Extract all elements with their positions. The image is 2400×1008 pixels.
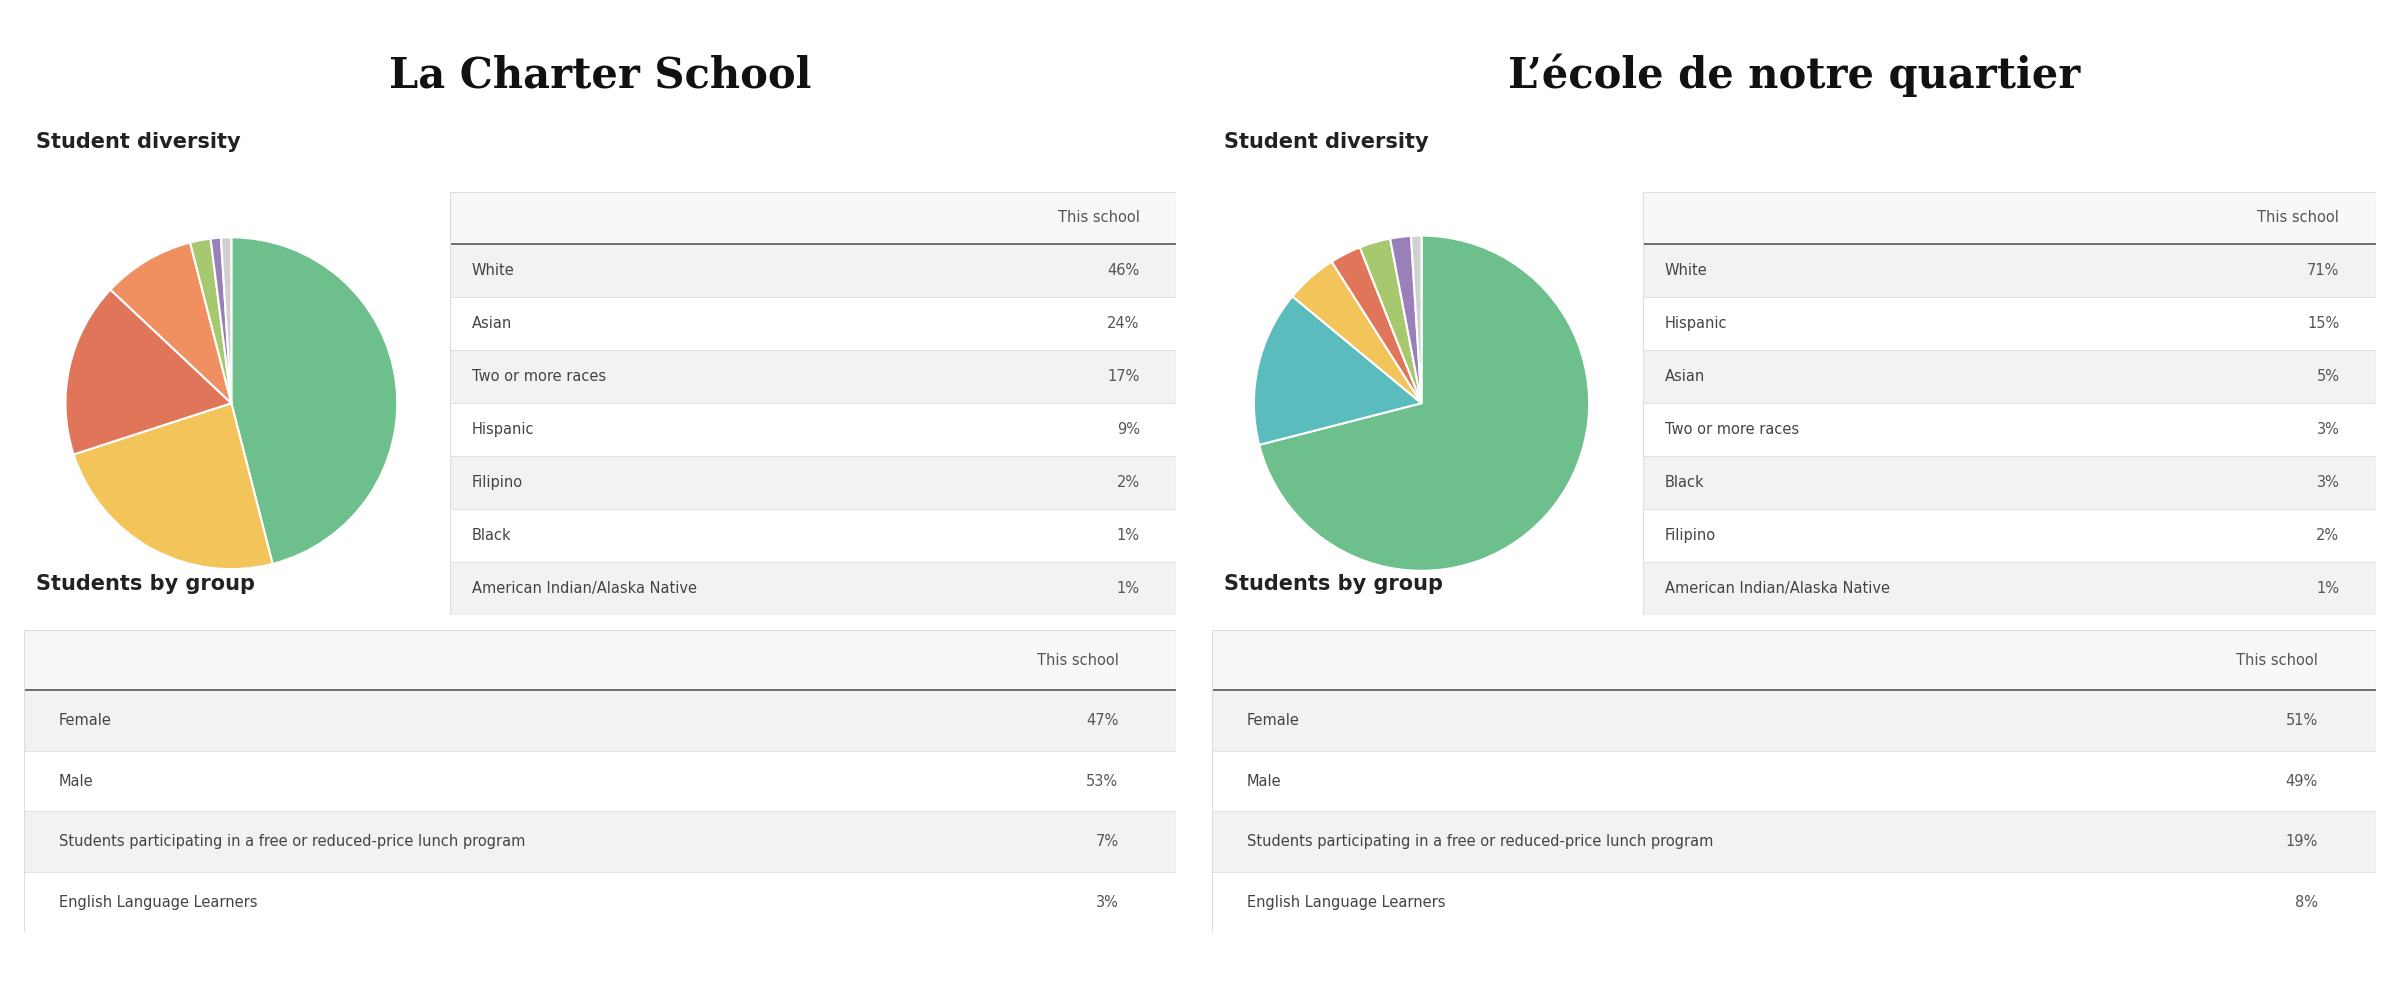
- FancyBboxPatch shape: [1642, 561, 2376, 615]
- Wedge shape: [1411, 236, 1421, 403]
- Text: 3%: 3%: [2316, 422, 2340, 437]
- Text: 15%: 15%: [2306, 317, 2340, 332]
- FancyBboxPatch shape: [1642, 192, 2376, 245]
- Text: Hispanic: Hispanic: [1666, 317, 1728, 332]
- FancyBboxPatch shape: [1212, 751, 2376, 811]
- FancyBboxPatch shape: [24, 872, 1176, 932]
- FancyBboxPatch shape: [24, 751, 1176, 811]
- Wedge shape: [211, 238, 230, 403]
- Text: L’école de notre quartier: L’école de notre quartier: [1507, 53, 2081, 98]
- Text: 49%: 49%: [2285, 774, 2318, 788]
- FancyBboxPatch shape: [451, 561, 1176, 615]
- Text: Male: Male: [1248, 774, 1282, 788]
- Text: Asian: Asian: [473, 317, 511, 332]
- Text: Students by group: Students by group: [36, 575, 254, 595]
- FancyBboxPatch shape: [1642, 403, 2376, 456]
- Text: English Language Learners: English Language Learners: [1248, 895, 1445, 909]
- Text: 19%: 19%: [2285, 835, 2318, 849]
- Text: Female: Female: [58, 714, 110, 728]
- Text: White: White: [473, 263, 514, 278]
- FancyBboxPatch shape: [24, 811, 1176, 872]
- Wedge shape: [221, 237, 230, 403]
- Text: 2%: 2%: [1116, 475, 1140, 490]
- Text: Filipino: Filipino: [1666, 528, 1716, 543]
- Wedge shape: [230, 237, 398, 563]
- Text: 53%: 53%: [1087, 774, 1118, 788]
- Text: 7%: 7%: [1094, 835, 1118, 849]
- FancyBboxPatch shape: [451, 297, 1176, 351]
- Text: 1%: 1%: [1116, 581, 1140, 596]
- Text: Hispanic: Hispanic: [473, 422, 535, 437]
- Wedge shape: [65, 289, 230, 455]
- Wedge shape: [1361, 239, 1421, 403]
- Text: La Charter School: La Charter School: [389, 54, 811, 97]
- Wedge shape: [190, 239, 230, 403]
- FancyBboxPatch shape: [1642, 456, 2376, 509]
- Text: 47%: 47%: [1087, 714, 1118, 728]
- Text: 5%: 5%: [2316, 369, 2340, 384]
- Text: American Indian/Alaska Native: American Indian/Alaska Native: [473, 581, 696, 596]
- Wedge shape: [110, 243, 230, 403]
- Text: Filipino: Filipino: [473, 475, 523, 490]
- Wedge shape: [1390, 236, 1421, 403]
- Text: 2%: 2%: [2316, 528, 2340, 543]
- FancyBboxPatch shape: [451, 351, 1176, 403]
- FancyBboxPatch shape: [1212, 690, 2376, 751]
- FancyBboxPatch shape: [1642, 245, 2376, 297]
- Text: This school: This school: [2258, 211, 2340, 226]
- Text: Asian: Asian: [1666, 369, 1704, 384]
- Text: White: White: [1666, 263, 1706, 278]
- Text: Student diversity: Student diversity: [36, 132, 240, 151]
- Text: Students participating in a free or reduced-price lunch program: Students participating in a free or redu…: [58, 835, 526, 849]
- Wedge shape: [1253, 296, 1421, 445]
- Text: 9%: 9%: [1116, 422, 1140, 437]
- Wedge shape: [1260, 236, 1589, 571]
- FancyBboxPatch shape: [1642, 297, 2376, 351]
- Text: Students by group: Students by group: [1224, 575, 1442, 595]
- Text: This school: This school: [1037, 653, 1118, 667]
- Wedge shape: [74, 403, 274, 570]
- FancyBboxPatch shape: [451, 245, 1176, 297]
- FancyBboxPatch shape: [1212, 872, 2376, 932]
- Text: 1%: 1%: [1116, 528, 1140, 543]
- Text: 1%: 1%: [2316, 581, 2340, 596]
- FancyBboxPatch shape: [451, 456, 1176, 509]
- Text: This school: This school: [1058, 211, 1140, 226]
- Text: Student diversity: Student diversity: [1224, 132, 1428, 151]
- Text: Black: Black: [1666, 475, 1704, 490]
- Text: Female: Female: [1248, 714, 1301, 728]
- Text: 3%: 3%: [2316, 475, 2340, 490]
- Text: Male: Male: [58, 774, 94, 788]
- FancyBboxPatch shape: [1212, 630, 2376, 690]
- Text: This school: This school: [2237, 653, 2318, 667]
- Text: Two or more races: Two or more races: [473, 369, 607, 384]
- FancyBboxPatch shape: [451, 509, 1176, 561]
- Text: Black: Black: [473, 528, 511, 543]
- Text: 8%: 8%: [2294, 895, 2318, 909]
- FancyBboxPatch shape: [1642, 351, 2376, 403]
- FancyBboxPatch shape: [24, 630, 1176, 690]
- Wedge shape: [1332, 247, 1421, 403]
- FancyBboxPatch shape: [1212, 811, 2376, 872]
- Wedge shape: [1291, 262, 1421, 403]
- Text: 24%: 24%: [1106, 317, 1140, 332]
- Text: Two or more races: Two or more races: [1666, 422, 1800, 437]
- Text: American Indian/Alaska Native: American Indian/Alaska Native: [1666, 581, 1889, 596]
- FancyBboxPatch shape: [1642, 509, 2376, 561]
- Text: 17%: 17%: [1106, 369, 1140, 384]
- FancyBboxPatch shape: [451, 403, 1176, 456]
- Text: 3%: 3%: [1094, 895, 1118, 909]
- Text: Students participating in a free or reduced-price lunch program: Students participating in a free or redu…: [1248, 835, 1714, 849]
- Text: English Language Learners: English Language Learners: [58, 895, 257, 909]
- Text: 46%: 46%: [1106, 263, 1140, 278]
- Text: 51%: 51%: [2285, 714, 2318, 728]
- Text: 71%: 71%: [2306, 263, 2340, 278]
- FancyBboxPatch shape: [451, 192, 1176, 245]
- FancyBboxPatch shape: [24, 690, 1176, 751]
